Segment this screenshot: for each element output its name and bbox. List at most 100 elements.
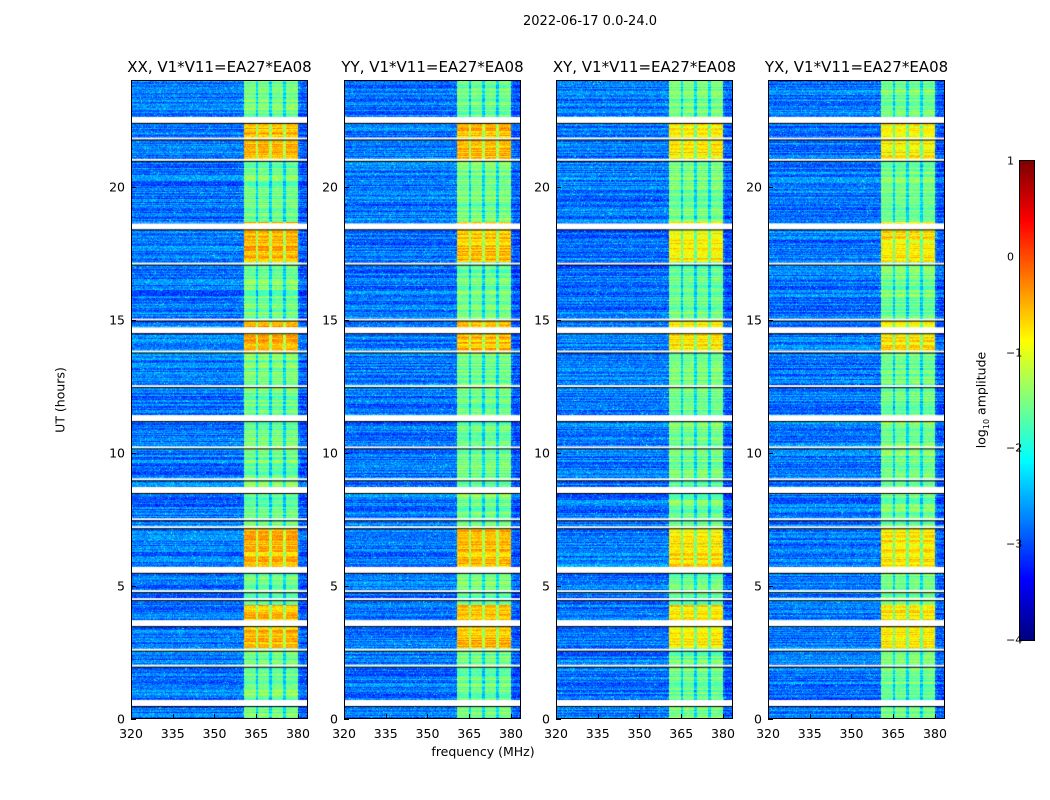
x-tick-mark [510, 714, 512, 719]
x-tick-label: 320 [119, 726, 143, 741]
colorbar-tick-label: −2 [1006, 441, 1023, 455]
colorbar-tick-label: −3 [1006, 537, 1023, 551]
y-tick-label: 5 [330, 578, 338, 594]
y-tick-label: 20 [322, 179, 338, 194]
x-tick-label: 320 [544, 726, 568, 741]
y-tick-label: 0 [330, 711, 338, 727]
panel-title: YX, V1*V11=EA27*EA08 [764, 58, 949, 76]
y-tick-label: 5 [117, 578, 125, 594]
x-tick-label: 380 [286, 726, 310, 741]
y-tick-mark [556, 452, 561, 454]
spectrogram-panel-3: XY, V1*V11=EA27*EA08 320 335 350 365 380 0 5 10 1… [534, 58, 736, 741]
x-tick-label: 335 [797, 726, 822, 741]
colorbar-label: log10 amplitude [973, 351, 991, 449]
x-tick-mark [172, 714, 174, 719]
plot-frame [344, 80, 521, 719]
x-tick-label: 365 [457, 726, 482, 741]
x-tick-mark [214, 714, 216, 719]
y-tick-mark [131, 186, 136, 188]
y-tick-mark [556, 719, 561, 720]
y-tick-label: 15 [322, 312, 338, 328]
y-tick-mark [344, 452, 349, 454]
x-tick-mark [297, 714, 299, 719]
x-tick-label: 320 [332, 726, 356, 741]
panel-title: YY, V1*V11=EA27*EA08 [341, 58, 524, 76]
y-tick-mark [131, 719, 136, 720]
y-tick-label: 20 [109, 179, 125, 194]
y-tick-mark [768, 452, 773, 454]
y-tick-mark [344, 585, 349, 587]
x-tick-mark [344, 714, 345, 719]
heatmap-image [344, 80, 521, 719]
figure-title: 2022-06-17 0.0-24.0 [523, 14, 657, 29]
x-tick-mark [556, 714, 557, 719]
y-tick-mark [556, 319, 561, 321]
panel-title: XY, V1*V11=EA27*EA08 [552, 58, 737, 76]
heatmap-image [131, 80, 308, 719]
x-tick-mark [893, 714, 895, 719]
x-tick-label: 365 [881, 726, 906, 741]
y-tick-mark [768, 585, 773, 587]
x-tick-label: 335 [585, 726, 610, 741]
spectrogram-panel-2: YY, V1*V11=EA27*EA08 320 335 350 365 380 0 5 10 1… [322, 58, 524, 741]
y-tick-label: 15 [534, 312, 550, 328]
x-tick-mark [469, 714, 471, 719]
x-axis-label: frequency (MHz) [431, 744, 535, 759]
x-tick-mark [934, 714, 936, 719]
x-tick-mark [768, 714, 769, 719]
y-tick-mark [131, 452, 136, 454]
colorbar-tick-label: 0 [1007, 250, 1014, 264]
y-axis-label: UT (hours) [52, 367, 68, 433]
colorbar [1019, 160, 1035, 641]
plot-frame [768, 80, 945, 719]
x-tick-mark [427, 714, 429, 719]
y-tick-mark [344, 319, 349, 321]
spectrogram-panel-4: YX, V1*V11=EA27*EA08 320 335 350 365 380 0 5 10 1… [746, 58, 948, 741]
y-tick-label: 10 [322, 445, 338, 461]
y-tick-label: 10 [534, 445, 550, 461]
y-tick-label: 5 [542, 578, 550, 594]
x-tick-label: 350 [839, 726, 864, 741]
x-tick-mark [681, 714, 683, 719]
y-tick-mark [556, 585, 561, 587]
y-tick-label: 15 [109, 312, 125, 328]
y-tick-mark [131, 585, 136, 587]
x-tick-label: 350 [415, 726, 440, 741]
y-tick-label: 10 [746, 445, 762, 461]
y-tick-label: 0 [542, 711, 550, 727]
x-tick-mark [809, 714, 811, 719]
x-tick-label: 365 [244, 726, 269, 741]
x-tick-label: 335 [160, 726, 185, 741]
y-tick-label: 0 [117, 711, 125, 727]
y-tick-mark [768, 319, 773, 321]
plot-frame [556, 80, 733, 719]
x-tick-label: 350 [627, 726, 652, 741]
heatmap-image [556, 80, 733, 719]
y-tick-mark [344, 186, 349, 188]
x-tick-label: 335 [373, 726, 398, 741]
x-tick-mark [722, 714, 724, 719]
y-tick-mark [556, 186, 561, 188]
colorbar-tick-label: −1 [1006, 346, 1023, 360]
y-tick-label: 15 [746, 312, 762, 328]
x-tick-label: 380 [499, 726, 523, 741]
y-tick-label: 20 [534, 179, 550, 194]
plot-frame [131, 80, 308, 719]
x-tick-mark [385, 714, 387, 719]
y-tick-label: 10 [109, 445, 125, 461]
x-tick-label: 380 [923, 726, 947, 741]
y-tick-label: 5 [754, 578, 762, 594]
x-tick-label: 380 [711, 726, 735, 741]
y-tick-mark [768, 719, 773, 720]
y-tick-mark [768, 186, 773, 188]
spectrogram-panel-1: XX, V1*V11=EA27*EA08 320 335 350 365 380 0 5 10 1… [109, 58, 312, 741]
x-tick-label: 365 [669, 726, 694, 741]
x-tick-label: 320 [756, 726, 780, 741]
x-tick-mark [597, 714, 599, 719]
y-tick-mark [131, 319, 136, 321]
panel-title: XX, V1*V11=EA27*EA08 [127, 58, 312, 76]
colorbar-tick-label: 1 [1007, 154, 1014, 168]
colorbar-tick-label: −4 [1006, 633, 1023, 647]
x-tick-mark [851, 714, 853, 719]
